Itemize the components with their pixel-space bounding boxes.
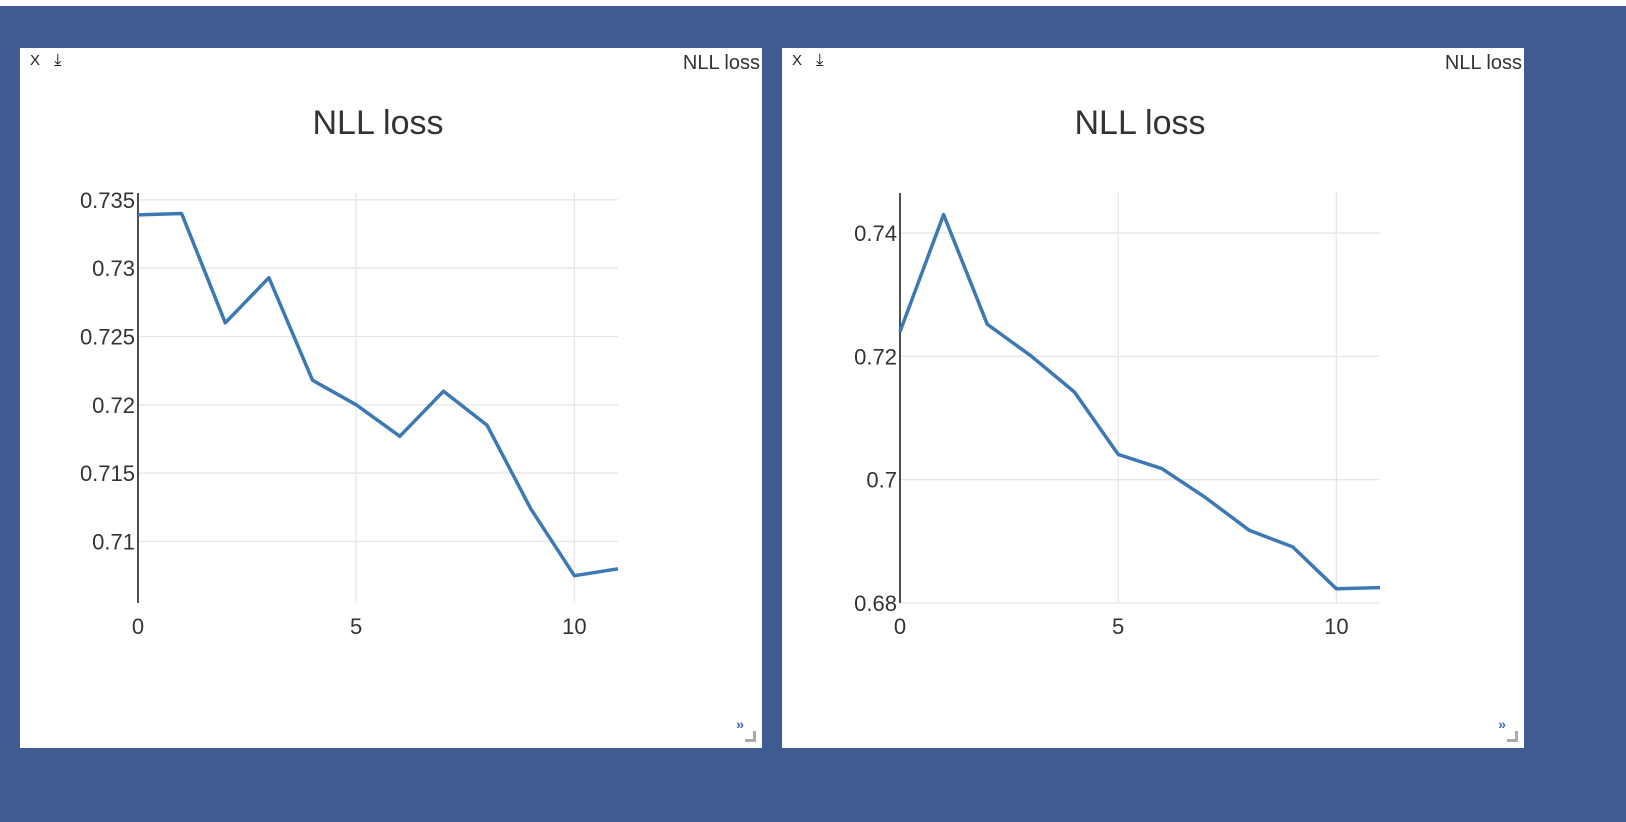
x-tick-label: 10 — [562, 614, 586, 639]
close-button[interactable]: X — [792, 52, 803, 69]
pane-title: NLL loss — [1444, 52, 1522, 74]
y-tick-label: 0.72 — [92, 393, 135, 418]
download-icon[interactable]: ⤓ — [54, 50, 62, 69]
line-chart: NLL loss 0.71 0.715 0.72 0.725 0.73 0.735 0 5 10 — [80, 104, 619, 639]
resize-handle[interactable] — [1507, 731, 1518, 742]
close-button[interactable]: X — [30, 52, 41, 69]
y-tick-label: 0.74 — [854, 221, 897, 246]
expand-icon[interactable]: » — [736, 716, 744, 732]
x-tick-label: 5 — [350, 614, 362, 639]
plot-pane-1[interactable]: X ⤓ NLL loss NLL loss 0.71 0.715 0.72 0.725 0… — [20, 48, 762, 748]
y-tick-label: 0.735 — [80, 188, 135, 213]
y-tick-label: 0.68 — [854, 591, 897, 616]
line-chart: NLL loss 0.68 0.7 0.72 0.74 0 5 10 — [854, 104, 1381, 639]
resize-handle[interactable] — [745, 731, 756, 742]
y-tick-label: 0.71 — [92, 530, 135, 555]
x-tick-label: 5 — [1112, 614, 1124, 639]
x-tick-label: 0 — [894, 614, 906, 639]
y-tick-label: 0.72 — [854, 344, 897, 369]
x-tick-label: 0 — [132, 614, 144, 639]
series-line — [137, 211, 619, 578]
y-tick-label: 0.73 — [92, 256, 135, 281]
y-tick-label: 0.725 — [80, 325, 135, 350]
chart-title: NLL loss — [312, 104, 443, 142]
pane-title: NLL loss — [682, 52, 760, 74]
download-icon[interactable]: ⤓ — [816, 50, 824, 69]
expand-icon[interactable]: » — [1498, 716, 1506, 732]
series-line — [898, 212, 1381, 591]
visdom-workspace: X ⤓ NLL loss NLL loss 0.71 0.715 0.72 0.725 0… — [0, 6, 1626, 822]
y-tick-label: 0.7 — [866, 468, 897, 493]
chart-title: NLL loss — [1074, 104, 1205, 142]
y-tick-label: 0.715 — [80, 461, 135, 486]
x-tick-label: 10 — [1324, 614, 1348, 639]
plot-pane-2[interactable]: X ⤓ NLL loss NLL loss 0.68 0.7 0.72 0.74 0 5 10… — [782, 48, 1524, 748]
